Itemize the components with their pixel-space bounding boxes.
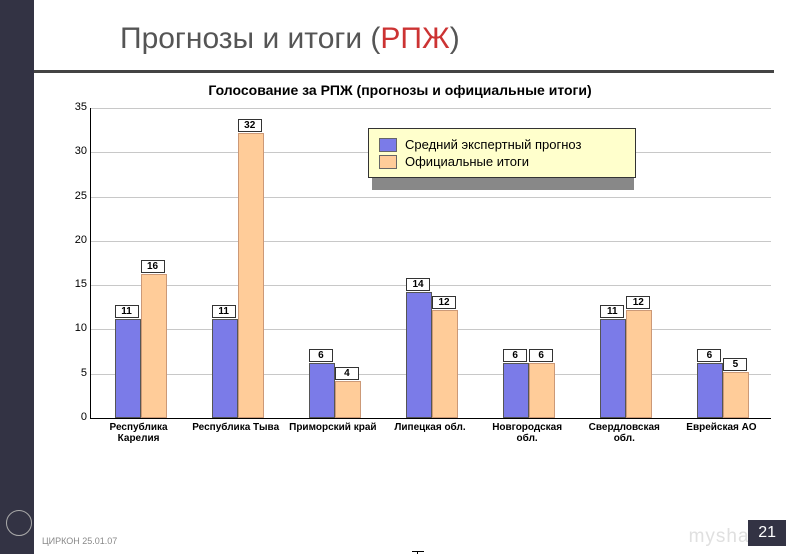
y-tick-label: 35 xyxy=(63,101,87,113)
gridline xyxy=(91,241,771,242)
x-axis-labels: Республика Карелия Республика Тыва Приморс… xyxy=(90,422,770,466)
x-label: Липецкая обл. xyxy=(385,422,475,433)
data-label: 11 xyxy=(115,305,139,318)
data-label: 12 xyxy=(432,296,456,309)
data-label: 6 xyxy=(529,349,553,362)
bar-official xyxy=(626,310,652,418)
x-label: Еврейская АО xyxy=(676,422,766,433)
gridline xyxy=(91,108,771,109)
page-number: 21 xyxy=(748,520,786,546)
y-tick-label: 0 xyxy=(63,411,87,423)
slide-title: Прогнозы и итоги (РПЖ) xyxy=(120,22,460,56)
bar-forecast xyxy=(503,363,529,418)
legend: Средний экспертный прогноз Официальные и… xyxy=(368,128,636,178)
y-tick-label: 5 xyxy=(63,367,87,379)
data-label: 14 xyxy=(406,278,430,291)
gridline xyxy=(91,197,771,198)
legend-item-2: Официальные итоги xyxy=(379,154,625,169)
data-label: 6 xyxy=(503,349,527,362)
bar-forecast xyxy=(115,319,141,418)
legend-label-1: Средний экспертный прогноз xyxy=(405,137,581,152)
data-label: 5 xyxy=(723,358,747,371)
data-label: 12 xyxy=(626,296,650,309)
y-tick-label: 10 xyxy=(63,322,87,334)
data-label: 11 xyxy=(212,305,236,318)
legend-swatch-1 xyxy=(379,138,397,152)
y-tick-label: 25 xyxy=(63,190,87,202)
slide: Прогнозы и итоги (РПЖ) Голосование за РП… xyxy=(0,0,800,554)
bar-official xyxy=(335,381,361,418)
chart: 051015202530351116113264141266111265 Рес… xyxy=(60,108,770,468)
legend-label-2: Официальные итоги xyxy=(405,154,529,169)
data-label: 6 xyxy=(309,349,333,362)
x-label: Новгородская обл. xyxy=(482,422,572,444)
bar-official xyxy=(723,372,749,418)
x-label: Республика Тыва xyxy=(191,422,281,433)
legend-swatch-2 xyxy=(379,155,397,169)
title-rule xyxy=(34,70,774,73)
gridline xyxy=(91,285,771,286)
bar-forecast xyxy=(309,363,335,418)
data-label: 32 xyxy=(238,119,262,132)
data-label: 4 xyxy=(335,367,359,380)
title-post: ) xyxy=(450,22,460,55)
chart-subtitle: Голосование за РПЖ (прогнозы и официальн… xyxy=(0,82,800,98)
legend-item-1: Средний экспертный прогноз xyxy=(379,137,625,152)
y-tick-label: 20 xyxy=(63,234,87,246)
bar-official xyxy=(141,274,167,418)
bar-official xyxy=(432,310,458,418)
x-label: Свердловская обл. xyxy=(579,422,669,444)
bar-forecast xyxy=(600,319,626,418)
title-accent: РПЖ xyxy=(380,22,449,55)
bar-official xyxy=(238,133,264,418)
x-label: Приморский край xyxy=(288,422,378,433)
bar-official xyxy=(529,363,555,418)
data-label: 11 xyxy=(600,305,624,318)
y-tick-label: 15 xyxy=(63,278,87,290)
bar-forecast xyxy=(212,319,238,418)
y-tick-label: 30 xyxy=(63,145,87,157)
data-label: 16 xyxy=(141,260,165,273)
bar-forecast xyxy=(406,292,432,418)
logo-icon xyxy=(6,510,32,536)
x-label: Республика Карелия xyxy=(94,422,184,444)
data-label: 6 xyxy=(697,349,721,362)
title-pre: Прогнозы и итоги ( xyxy=(120,22,380,55)
bar-forecast xyxy=(697,363,723,418)
footer-text: ЦИРКОН 25.01.07 xyxy=(42,536,117,546)
